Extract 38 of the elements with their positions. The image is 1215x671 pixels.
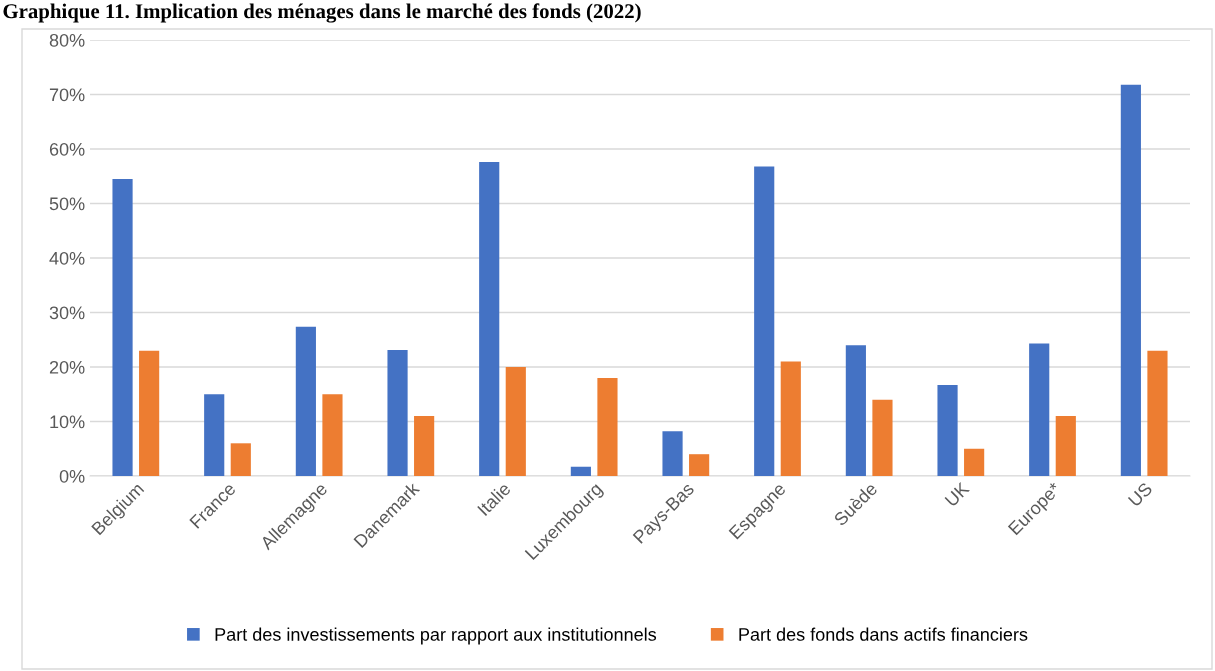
bar (1055, 416, 1076, 476)
y-tick-label: 70% (49, 88, 85, 102)
bar (112, 178, 133, 476)
bar (662, 431, 683, 476)
y-tick-label: 80% (49, 33, 85, 47)
bar (754, 166, 775, 476)
bar (872, 399, 893, 476)
legend-label: Part des investissements par rapport aux institutionnels (215, 627, 657, 645)
x-tick-label: US (1127, 481, 1153, 507)
chart-title: Graphique 11. Implication des ménages dans le marché des fonds (2022) (3, 3, 641, 23)
legend-label: Part des fonds dans actifs financiers (739, 627, 1028, 641)
y-tick-label: 20% (49, 360, 85, 374)
bar (689, 454, 710, 476)
bar (139, 350, 160, 476)
bar (322, 394, 343, 476)
bar (230, 443, 251, 476)
bar (1147, 350, 1168, 476)
bar (597, 377, 618, 476)
y-tick-label: 60% (49, 142, 85, 156)
bar (505, 367, 526, 476)
y-tick-label: 50% (49, 197, 85, 211)
y-tick-label: 0% (59, 469, 85, 483)
y-tick-label: 10% (50, 415, 85, 429)
bar (937, 384, 958, 476)
x-tick-label: UK (944, 481, 971, 507)
bar (570, 466, 591, 476)
bar (479, 162, 500, 476)
y-tick-label: 40% (49, 251, 85, 265)
bar (414, 416, 435, 476)
y-tick-label: 30% (49, 306, 85, 320)
bar (295, 326, 316, 476)
bar (387, 350, 408, 476)
bar (1029, 343, 1050, 476)
bar (964, 448, 985, 476)
bar (780, 361, 801, 476)
bar (1120, 84, 1141, 476)
bar (845, 345, 866, 476)
bar (204, 394, 225, 476)
